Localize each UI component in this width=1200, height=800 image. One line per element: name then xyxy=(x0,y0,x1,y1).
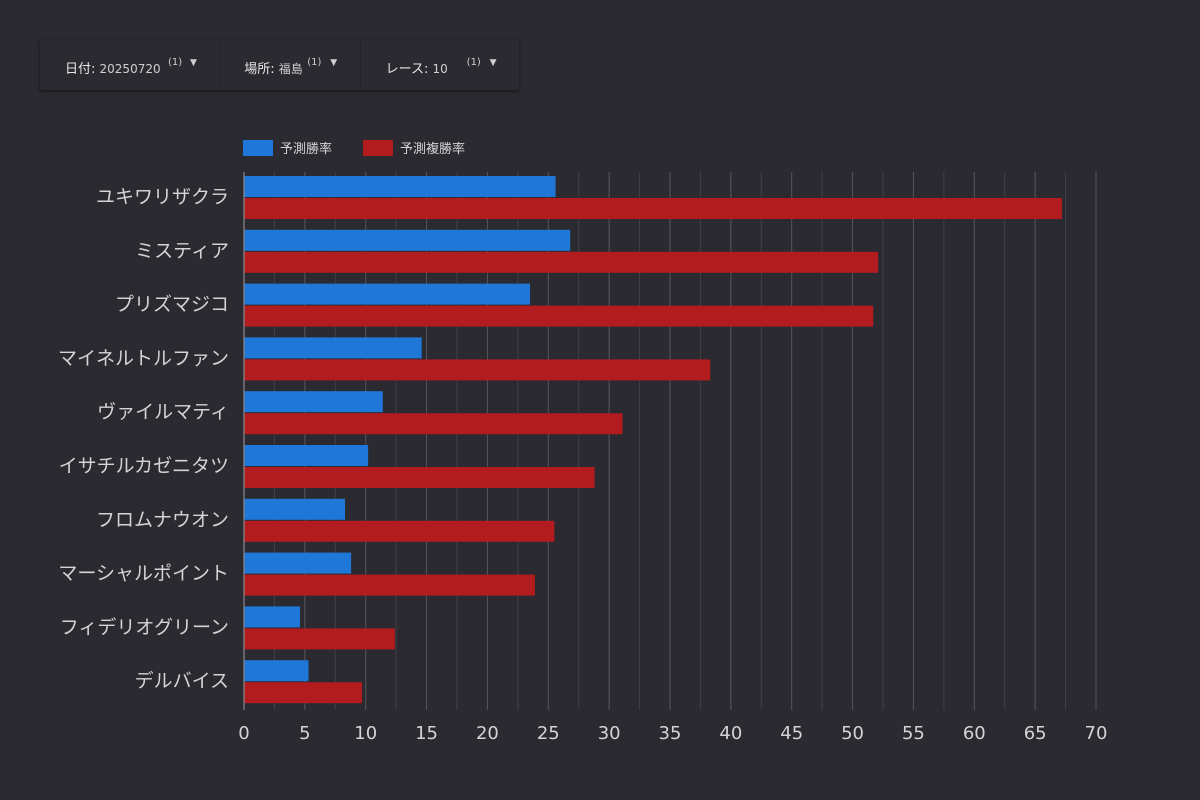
win-rate-bar xyxy=(244,176,556,197)
x-tick-label: 5 xyxy=(299,723,310,744)
x-tick-label: 25 xyxy=(537,723,560,744)
place-filter-label: 場所 xyxy=(244,62,271,77)
place-rate-bar xyxy=(244,628,395,650)
date-filter-label: 日付 xyxy=(65,62,92,77)
race-filter[interactable]: レース: 10 (1) ▼ xyxy=(359,40,519,90)
date-filter-text: 日付: 20250720 xyxy=(65,62,161,77)
race-filter-value: 10 xyxy=(432,62,448,76)
race-filter-text: レース: 10 xyxy=(385,62,448,77)
race-filter-label: レース xyxy=(385,62,425,77)
category-label: ヴァイルマティ xyxy=(97,401,229,423)
chevron-down-icon: ▼ xyxy=(330,58,338,68)
x-tick-label: 40 xyxy=(719,723,742,744)
x-tick-label: 30 xyxy=(598,723,621,744)
win-rate-bar xyxy=(244,445,369,466)
date-filter-count: (1) xyxy=(168,57,183,68)
x-tick-label: 55 xyxy=(902,723,925,744)
category-label: ユキワリザクラ xyxy=(96,186,229,208)
place-rate-bar xyxy=(244,305,874,327)
place-rate-bar xyxy=(244,682,363,704)
place-rate-bar xyxy=(244,251,879,273)
legend-swatch xyxy=(243,140,273,156)
place-rate-bar xyxy=(244,520,555,542)
date-filter[interactable]: 日付: 20250720 (1) ▼ xyxy=(40,40,219,90)
win-rate-bar xyxy=(244,337,422,359)
place-filter-count: (1) xyxy=(307,57,322,68)
win-rate-bar xyxy=(244,391,383,413)
place-rate-bar xyxy=(244,198,1062,219)
category-label: マイネルトルファン xyxy=(58,347,229,369)
chevron-down-icon: ▼ xyxy=(489,58,497,68)
chevron-down-icon: ▼ xyxy=(190,58,197,68)
x-tick-label: 60 xyxy=(963,723,986,744)
x-tick-label: 35 xyxy=(659,723,682,744)
date-filter-value: 20250720 xyxy=(99,62,161,76)
win-rate-bar xyxy=(244,229,571,251)
place-filter-value: 福島 xyxy=(278,62,303,76)
x-tick-label: 10 xyxy=(354,723,377,744)
legend-label: 予測勝率 xyxy=(280,141,332,157)
x-tick-label: 0 xyxy=(238,723,249,744)
win-rate-bar xyxy=(244,552,352,574)
place-rate-bar xyxy=(244,467,595,488)
x-tick-label: 15 xyxy=(415,723,438,744)
x-tick-label: 45 xyxy=(780,723,803,744)
x-tick-label: 65 xyxy=(1024,723,1047,744)
place-filter[interactable]: 場所: 福島 (1) ▼ xyxy=(219,40,359,90)
x-tick-label: 20 xyxy=(476,723,499,744)
category-label: マーシャルポイント xyxy=(58,563,229,585)
legend-label: 予測複勝率 xyxy=(400,141,465,157)
category-label: デルバイス xyxy=(135,670,229,692)
win-rate-bar xyxy=(244,660,309,682)
place-filter-text: 場所: 福島 xyxy=(244,62,303,77)
place-rate-bar xyxy=(244,413,623,435)
place-rate-bar xyxy=(244,574,535,596)
category-label: フロムナウオン xyxy=(96,509,229,531)
category-label: プリズマジコ xyxy=(115,294,229,316)
legend-swatch xyxy=(363,140,393,156)
x-tick-label: 70 xyxy=(1085,723,1108,744)
category-label: フィデリオグリーン xyxy=(60,616,229,638)
category-label: イサチルカゼニタツ xyxy=(59,455,229,477)
place-rate-bar xyxy=(244,359,711,381)
filter-bar: 日付: 20250720 (1) ▼ 場所: 福島 (1) ▼ レース: 10 … xyxy=(40,40,519,90)
win-rate-bar xyxy=(244,498,346,520)
category-label: ミスティア xyxy=(135,240,229,262)
win-rate-bar xyxy=(244,283,531,305)
x-tick-label: 50 xyxy=(841,723,864,744)
win-rate-bar xyxy=(244,606,300,628)
race-filter-count: (1) xyxy=(466,57,481,68)
